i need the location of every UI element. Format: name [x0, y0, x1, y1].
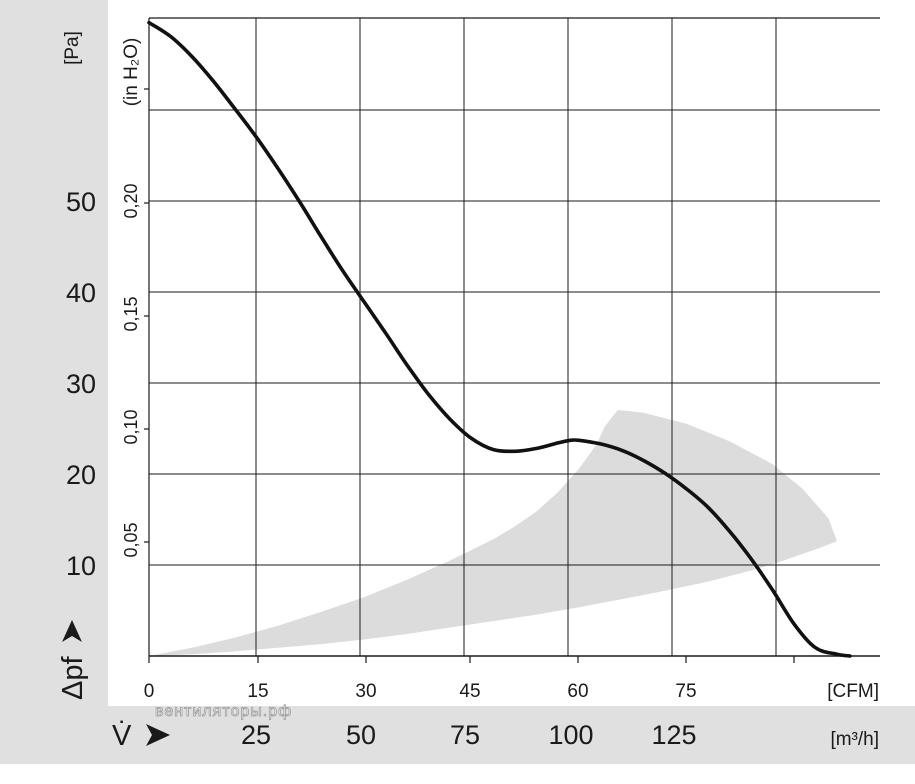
inh2o-tick-label: 0,15: [121, 296, 141, 331]
cfm-tick-labels: 0 15 30 45 60 75: [144, 681, 697, 702]
watermark: вентиляторы.рф: [155, 703, 292, 720]
bottom-white-strip: [0, 764, 915, 784]
cfm-tick-label: 75: [675, 681, 696, 702]
dpf-symbol: Δpf: [57, 656, 89, 700]
characteristic-curve: [147, 20, 852, 658]
pa-tick-label: 20: [66, 460, 96, 490]
plot-frame: [148, 17, 880, 657]
inh2o-tick-label: 0,10: [121, 409, 141, 444]
cfm-tick-label: 60: [567, 681, 588, 702]
inh2o-tick-label: 0,20: [121, 183, 141, 218]
tick-marks: [144, 88, 795, 663]
cfm-tick-label: 0: [144, 681, 155, 702]
inh2o-unit-label: (in H₂O): [121, 38, 142, 107]
dpf-arrow-icon: [62, 620, 82, 642]
m3h-tick-label: 50: [346, 720, 376, 750]
m3h-unit-label: [m³/h]: [830, 729, 879, 750]
cfm-tick-label: 15: [247, 681, 268, 702]
bottom-axis-band: [108, 706, 915, 764]
cfm-tick-label: 30: [355, 681, 376, 702]
flow-arrow-icon: [146, 724, 170, 746]
pa-tick-label: 40: [66, 278, 96, 308]
pa-tick-label: 50: [66, 187, 96, 217]
m3h-tick-label: 75: [450, 720, 480, 750]
pa-tick-labels: 10 20 30 40 50: [66, 187, 96, 581]
m3h-tick-labels: 25 50 75 100 125: [241, 720, 697, 750]
cfm-tick-label: 45: [459, 681, 480, 702]
m3h-tick-label: 125: [651, 720, 696, 750]
left-axis-band: [0, 0, 108, 784]
dpf-axis-title: Δpf: [57, 620, 89, 700]
pa-tick-label: 10: [66, 551, 96, 581]
m3h-tick-label: 100: [548, 720, 593, 750]
flow-symbol: V̇: [112, 720, 132, 752]
characteristic-curve-line: [147, 20, 852, 658]
pa-tick-label: 30: [66, 369, 96, 399]
pa-unit-label: [Pa]: [62, 31, 83, 65]
operating-range-shade: [149, 410, 837, 656]
cfm-unit-label: [CFM]: [827, 681, 879, 702]
inh2o-tick-label: 0,05: [121, 522, 141, 557]
m3h-tick-label: 25: [241, 720, 271, 750]
operating-range-area: [149, 410, 837, 656]
grid: [149, 18, 880, 656]
inh2o-tick-labels: 0,05 0,10 0,15 0,20: [121, 183, 141, 557]
flow-axis-title: V̇: [112, 720, 170, 752]
